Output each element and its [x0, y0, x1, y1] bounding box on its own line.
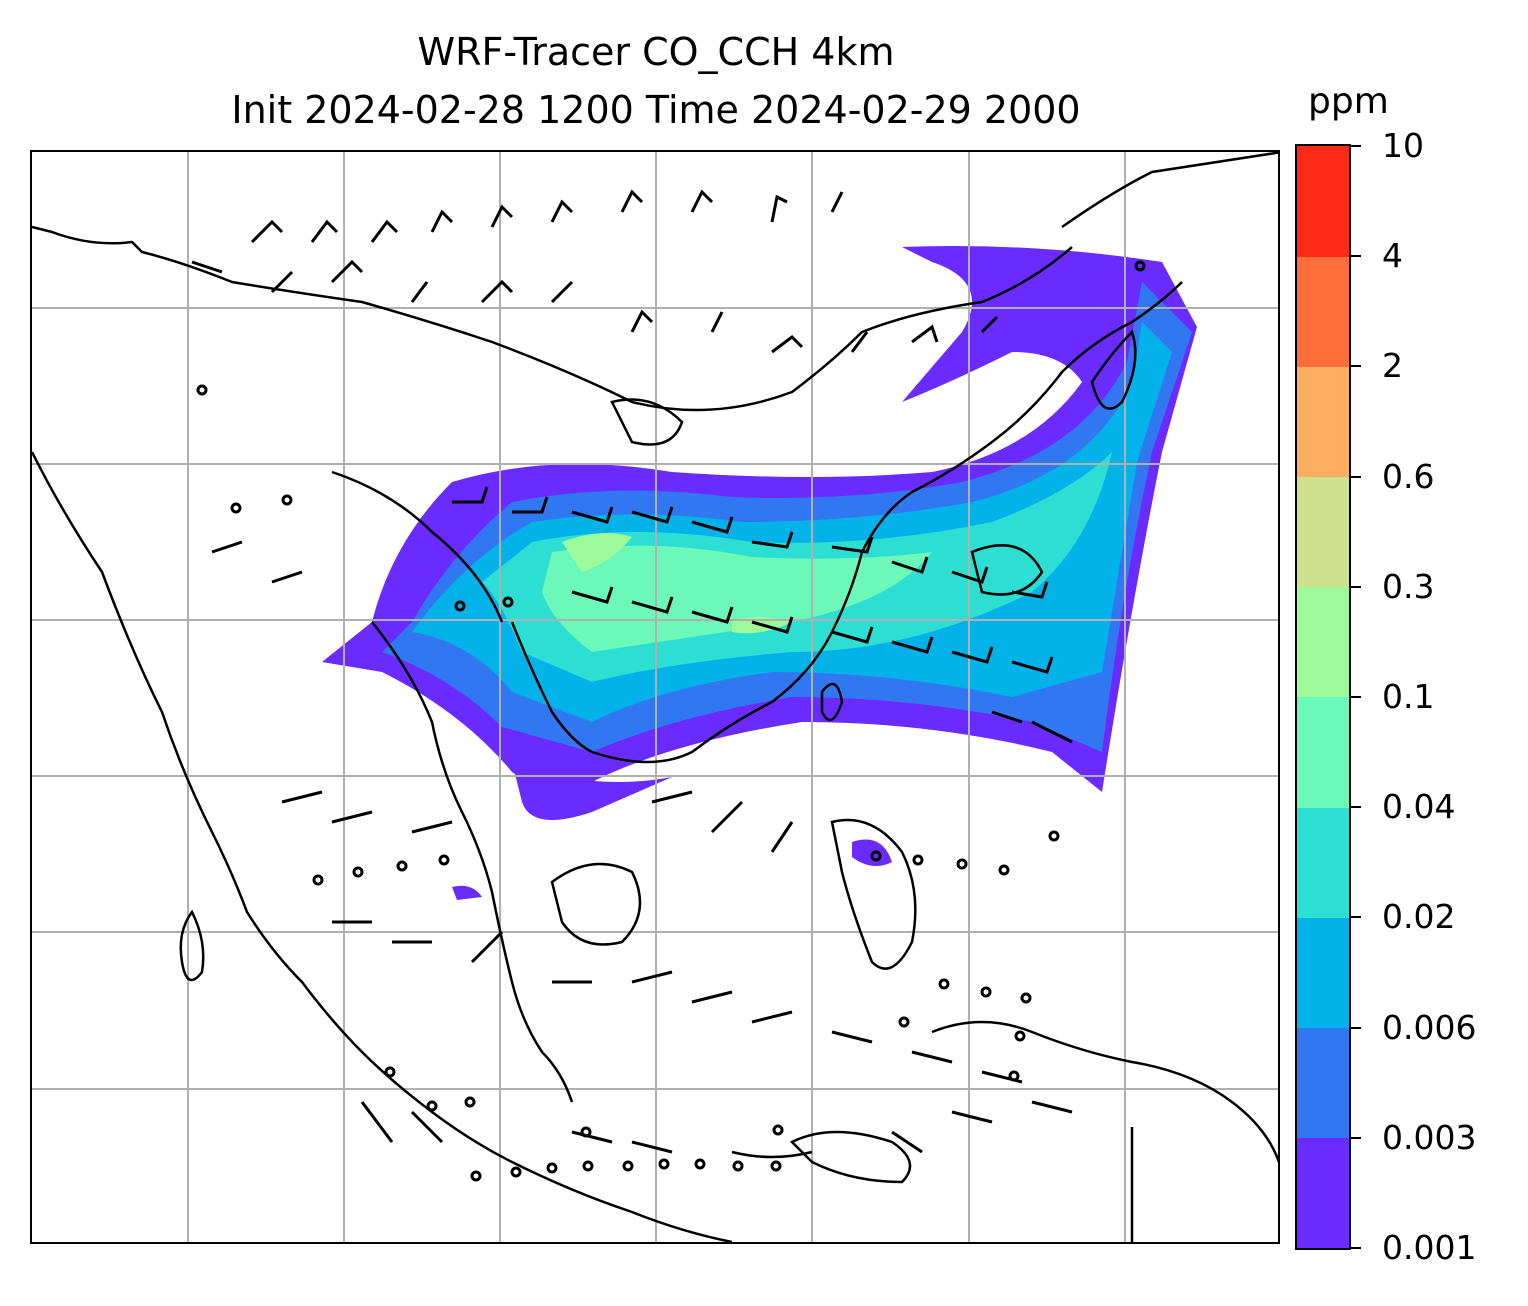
colorbar-tick [1351, 145, 1361, 147]
wind-barbs [191, 189, 1073, 1154]
colorbar-tick-label: 0.006 [1382, 1007, 1477, 1047]
colorbar-tick [1351, 1026, 1361, 1029]
colorbar-tick [1351, 916, 1361, 919]
colorbar-segment [1297, 917, 1349, 1029]
colorbar-segment [1297, 697, 1349, 808]
colorbar-tick [1351, 585, 1361, 588]
colorbar-tick [1351, 1136, 1361, 1139]
colorbar-unit: ppm [1308, 81, 1389, 122]
colorbar-tick-label: 0.1 [1382, 677, 1435, 716]
chart-subtitle: Init 2024-02-28 1200 Time 2024-02-29 200… [231, 88, 1081, 132]
colorbar-tick-label: 0.02 [1382, 897, 1456, 937]
colorbar-tick-label: 0.04 [1382, 787, 1456, 827]
colorbar-tick-label: 4 [1382, 236, 1403, 276]
coastlines [32, 152, 1278, 1242]
colorbar-segment [1297, 256, 1349, 367]
tracer-plume [322, 246, 1197, 900]
colorbar-segment [1297, 146, 1349, 257]
colorbar-tick [1351, 1247, 1361, 1249]
colorbar-tick-label: 0.003 [1382, 1117, 1477, 1157]
colorbar-segment [1297, 586, 1349, 698]
colorbar-segment [1297, 1027, 1349, 1139]
colorbar-segment [1297, 1137, 1349, 1249]
colorbar-tick-label: 2 [1382, 346, 1403, 386]
colorbar-tick-label: 0.001 [1382, 1228, 1477, 1267]
colorbar-tick-label: 0.6 [1382, 456, 1435, 496]
map-panel[interactable] [30, 150, 1280, 1244]
calm-markers [196, 260, 1146, 1182]
colorbar-tick [1351, 475, 1361, 478]
plume-band-5 [562, 533, 792, 634]
colorbar-tick [1351, 255, 1361, 258]
chart-title: WRF-Tracer CO_CCH 4km [417, 30, 895, 74]
colorbar [1295, 144, 1351, 1250]
colorbar-segment [1297, 807, 1349, 918]
colorbar-segment [1297, 366, 1349, 478]
colorbar-tick [1351, 365, 1361, 368]
colorbar-tick [1351, 806, 1361, 809]
plume-band-4 [542, 545, 932, 652]
colorbar-segment [1297, 476, 1349, 588]
map-canvas [32, 152, 1278, 1242]
gridlines [32, 152, 1278, 1242]
plume-fragment-south [452, 762, 892, 900]
colorbar-tick-label: 10 [1382, 126, 1424, 165]
colorbar-tick-label: 0.3 [1382, 566, 1435, 606]
colorbar-tick [1351, 696, 1361, 698]
